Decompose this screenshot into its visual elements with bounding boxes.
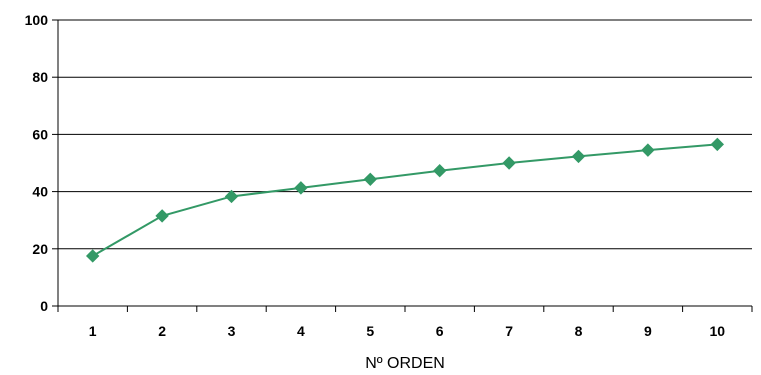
x-tick-label: 8 <box>575 323 583 339</box>
x-tick-label: 6 <box>436 323 444 339</box>
y-tick-label: 100 <box>25 12 49 28</box>
data-point <box>224 189 239 204</box>
x-tick-label: 9 <box>644 323 652 339</box>
y-tick-label: 60 <box>32 126 48 142</box>
x-axis-title: Nº ORDEN <box>365 355 445 372</box>
x-tick-label: 4 <box>297 323 305 339</box>
x-tick-label: 10 <box>710 323 726 339</box>
data-series <box>85 137 725 263</box>
grid-lines <box>58 19 752 250</box>
data-point <box>432 164 447 178</box>
data-point <box>502 156 516 170</box>
data-point <box>85 249 100 263</box>
data-point <box>155 209 169 223</box>
x-tick-label: 7 <box>505 323 513 339</box>
y-tick-label: 0 <box>40 298 48 314</box>
data-point <box>294 181 308 195</box>
x-tick-label: 1 <box>89 323 97 339</box>
y-axis: 0 20 40 60 80 100 <box>25 12 59 314</box>
x-tick-label: 5 <box>366 323 374 339</box>
y-tick-label: 20 <box>32 241 48 257</box>
y-tick-label: 80 <box>32 69 48 85</box>
x-tick-label: 3 <box>228 323 236 339</box>
y-tick-label: 40 <box>32 184 48 200</box>
x-tick-label: 2 <box>158 323 166 339</box>
data-point <box>710 137 725 152</box>
series-line <box>92 143 718 257</box>
data-point <box>641 143 655 157</box>
data-point <box>363 172 378 187</box>
x-axis: 1 2 3 4 5 6 7 8 9 10 <box>57 305 753 339</box>
data-point <box>571 149 586 164</box>
